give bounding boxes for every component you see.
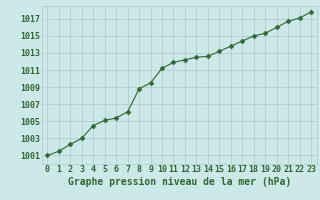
X-axis label: Graphe pression niveau de la mer (hPa): Graphe pression niveau de la mer (hPa)	[68, 177, 291, 187]
